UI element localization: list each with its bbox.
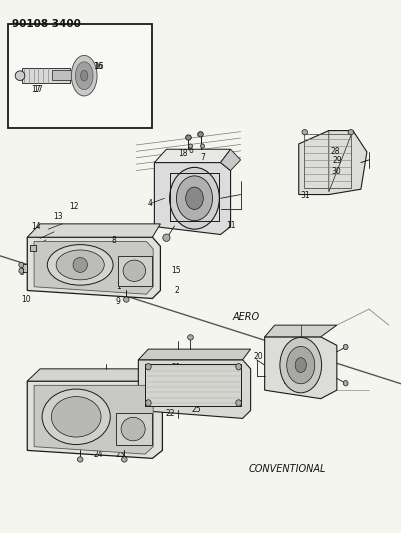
Polygon shape [34,241,153,294]
Ellipse shape [47,245,113,285]
Polygon shape [27,224,160,237]
Bar [8,24,152,128]
Text: 11: 11 [226,221,235,230]
Bar [116,413,152,445]
Polygon shape [22,264,27,272]
Ellipse shape [146,400,151,406]
Text: 6: 6 [188,146,193,155]
Ellipse shape [186,135,191,140]
Polygon shape [22,68,70,83]
Ellipse shape [51,397,101,437]
Ellipse shape [71,55,97,96]
Text: 3: 3 [20,269,24,277]
Ellipse shape [146,364,151,370]
Ellipse shape [198,132,203,137]
Ellipse shape [348,130,354,135]
Text: 29: 29 [332,157,342,165]
Polygon shape [27,237,160,298]
Text: 15: 15 [172,266,181,274]
Ellipse shape [75,62,93,90]
Ellipse shape [280,337,322,393]
Polygon shape [154,163,231,235]
Ellipse shape [302,130,308,135]
Ellipse shape [73,257,87,272]
Polygon shape [138,360,251,418]
Polygon shape [265,337,337,399]
Text: 2: 2 [174,286,179,295]
Ellipse shape [124,297,129,302]
Ellipse shape [81,70,88,81]
Text: 16: 16 [95,62,104,70]
Text: 90108 3400: 90108 3400 [12,19,81,29]
Ellipse shape [200,144,205,148]
Text: AERO: AERO [233,312,260,322]
Polygon shape [30,245,36,251]
Text: 13: 13 [53,212,63,221]
Text: 1: 1 [116,282,121,291]
Bar [145,364,241,406]
Bar [118,256,152,286]
Text: 8: 8 [112,237,117,245]
Polygon shape [52,70,72,80]
Ellipse shape [295,358,306,373]
Text: 26: 26 [218,387,227,396]
Text: 7: 7 [200,153,205,161]
Ellipse shape [188,144,192,148]
Ellipse shape [56,250,104,280]
Ellipse shape [170,167,219,229]
Text: 30: 30 [331,167,341,176]
Ellipse shape [42,389,110,445]
Text: 4: 4 [148,199,153,208]
Ellipse shape [123,260,146,281]
Text: 27: 27 [284,377,294,385]
Text: 10: 10 [21,295,31,304]
Polygon shape [138,349,251,360]
Polygon shape [27,381,162,458]
Polygon shape [265,325,337,337]
Ellipse shape [236,364,241,370]
Text: 9: 9 [116,297,121,305]
Text: 19: 19 [288,343,298,352]
Ellipse shape [186,187,203,209]
Ellipse shape [163,234,170,241]
Polygon shape [27,369,162,381]
Ellipse shape [176,176,213,221]
Text: 31: 31 [300,191,310,199]
Text: 17: 17 [33,85,43,94]
Ellipse shape [287,346,315,384]
Text: 22: 22 [166,409,175,417]
Ellipse shape [122,457,127,462]
Text: 21: 21 [172,364,181,372]
Ellipse shape [77,457,83,462]
Polygon shape [154,149,231,163]
Text: 17: 17 [31,85,41,94]
Text: 20: 20 [254,352,263,360]
Polygon shape [299,131,367,195]
Ellipse shape [15,71,25,80]
Text: 25: 25 [192,405,201,414]
Text: 24: 24 [93,450,103,458]
Text: 18: 18 [178,149,187,158]
Text: 5: 5 [64,265,69,273]
Text: 23: 23 [115,450,125,458]
Text: 14: 14 [31,222,41,231]
Ellipse shape [19,268,24,273]
Ellipse shape [343,344,348,350]
Ellipse shape [188,335,193,340]
Polygon shape [221,149,241,171]
Polygon shape [34,385,153,454]
Ellipse shape [121,417,145,441]
Ellipse shape [343,381,348,386]
Text: 12: 12 [69,203,79,211]
Ellipse shape [19,262,24,268]
Text: 16: 16 [93,62,103,70]
Text: 28: 28 [330,147,340,156]
Ellipse shape [236,400,241,406]
Text: CONVENTIONAL: CONVENTIONAL [249,464,326,474]
